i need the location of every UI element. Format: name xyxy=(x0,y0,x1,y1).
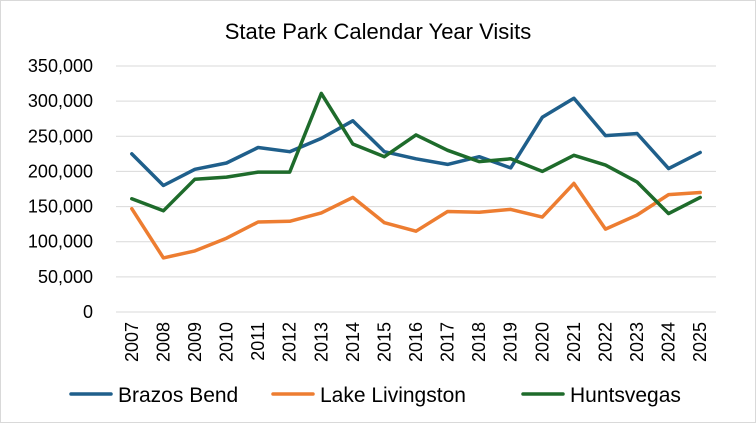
x-tick-label: 2009 xyxy=(185,322,205,362)
x-tick-label: 2017 xyxy=(438,322,458,362)
series-lines xyxy=(130,91,702,260)
x-tick-label: 2025 xyxy=(690,322,710,362)
y-tick-label: 100,000 xyxy=(28,232,93,252)
x-tick-label: 2018 xyxy=(469,322,489,362)
series-line-brazos-bend xyxy=(130,96,702,188)
legend-label: Brazos Bend xyxy=(118,384,238,407)
legend-label: Lake Livingston xyxy=(320,384,466,407)
x-tick-label: 2016 xyxy=(406,322,426,362)
x-tick-label: 2007 xyxy=(122,322,142,362)
y-tick-label: 0 xyxy=(83,302,93,322)
y-tick-label: 250,000 xyxy=(28,126,93,146)
x-tick-label: 2014 xyxy=(343,322,363,362)
y-tick-label: 300,000 xyxy=(28,91,93,111)
x-axis-ticks: 2007 2008 2009 2010 2011 2012 2013 2014 2015 2016… xyxy=(122,322,710,362)
legend: Brazos Bend Lake Livingston Huntsvegas xyxy=(69,384,681,407)
x-tick-label: 2024 xyxy=(659,322,679,362)
y-tick-label: 350,000 xyxy=(28,56,93,76)
chart-title: State Park Calendar Year Visits xyxy=(225,19,532,44)
x-tick-label: 2008 xyxy=(153,322,173,362)
x-tick-label: 2022 xyxy=(595,322,615,362)
x-tick-label: 2015 xyxy=(374,322,394,362)
x-tick-label: 2012 xyxy=(280,322,300,362)
x-tick-label: 2010 xyxy=(217,322,237,362)
x-tick-label: 2020 xyxy=(532,322,552,362)
series-line-lake-livingston xyxy=(130,181,702,260)
y-tick-label: 50,000 xyxy=(38,267,93,287)
y-tick-label: 150,000 xyxy=(28,197,93,217)
legend-label: Huntsvegas xyxy=(570,384,681,407)
x-tick-label: 2013 xyxy=(311,322,331,362)
x-tick-label: 2023 xyxy=(627,322,647,362)
x-tick-label: 2011 xyxy=(248,322,268,361)
x-tick-label: 2019 xyxy=(501,322,521,362)
series-line-huntsvegas xyxy=(130,91,702,216)
y-tick-label: 200,000 xyxy=(28,161,93,181)
y-axis-ticks: 0 50,000 100,000 150,000 200,000 250,000 300,0… xyxy=(28,56,93,322)
x-tick-label: 2021 xyxy=(564,322,584,362)
